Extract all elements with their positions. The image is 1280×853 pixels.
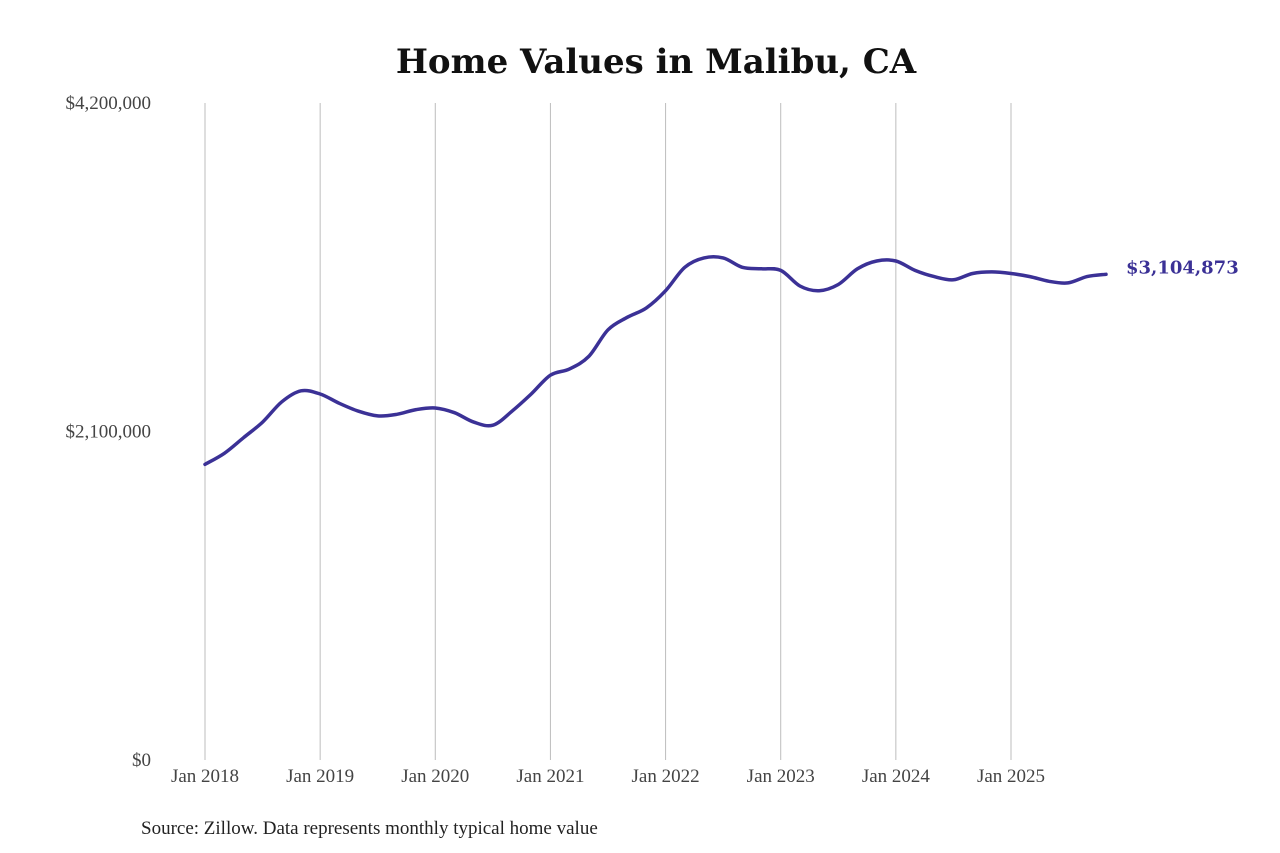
source-note: Source: Zillow. Data represents monthly …: [141, 818, 598, 839]
x-tick-label: Jan 2023: [747, 766, 815, 787]
x-tick-label: Jan 2020: [401, 766, 469, 787]
x-tick-label: Jan 2018: [171, 766, 239, 787]
series-layer: $3,104,873: [203, 254, 1239, 467]
x-axis: Jan 2018 Jan 2019 Jan 2020 Jan 2021 Jan 2022…: [171, 766, 1045, 787]
x-tick-label: Jan 2025: [977, 766, 1045, 787]
grid-lines: [204, 103, 1012, 760]
chart-title: Home Values in Malibu, CA: [396, 42, 917, 82]
end-value-label: $3,104,873: [1126, 257, 1239, 278]
y-tick-label: $0: [132, 750, 151, 771]
x-tick-label: Jan 2021: [516, 766, 584, 787]
series-line-0: [203, 254, 1108, 467]
x-tick-label: Jan 2022: [632, 766, 700, 787]
y-axis: $0 $2,100,000 $4,200,000: [66, 93, 152, 771]
x-tick-label: Jan 2024: [862, 766, 931, 787]
y-tick-label: $2,100,000: [66, 422, 152, 443]
x-tick-label: Jan 2019: [286, 766, 354, 787]
y-tick-label: $4,200,000: [66, 93, 152, 114]
